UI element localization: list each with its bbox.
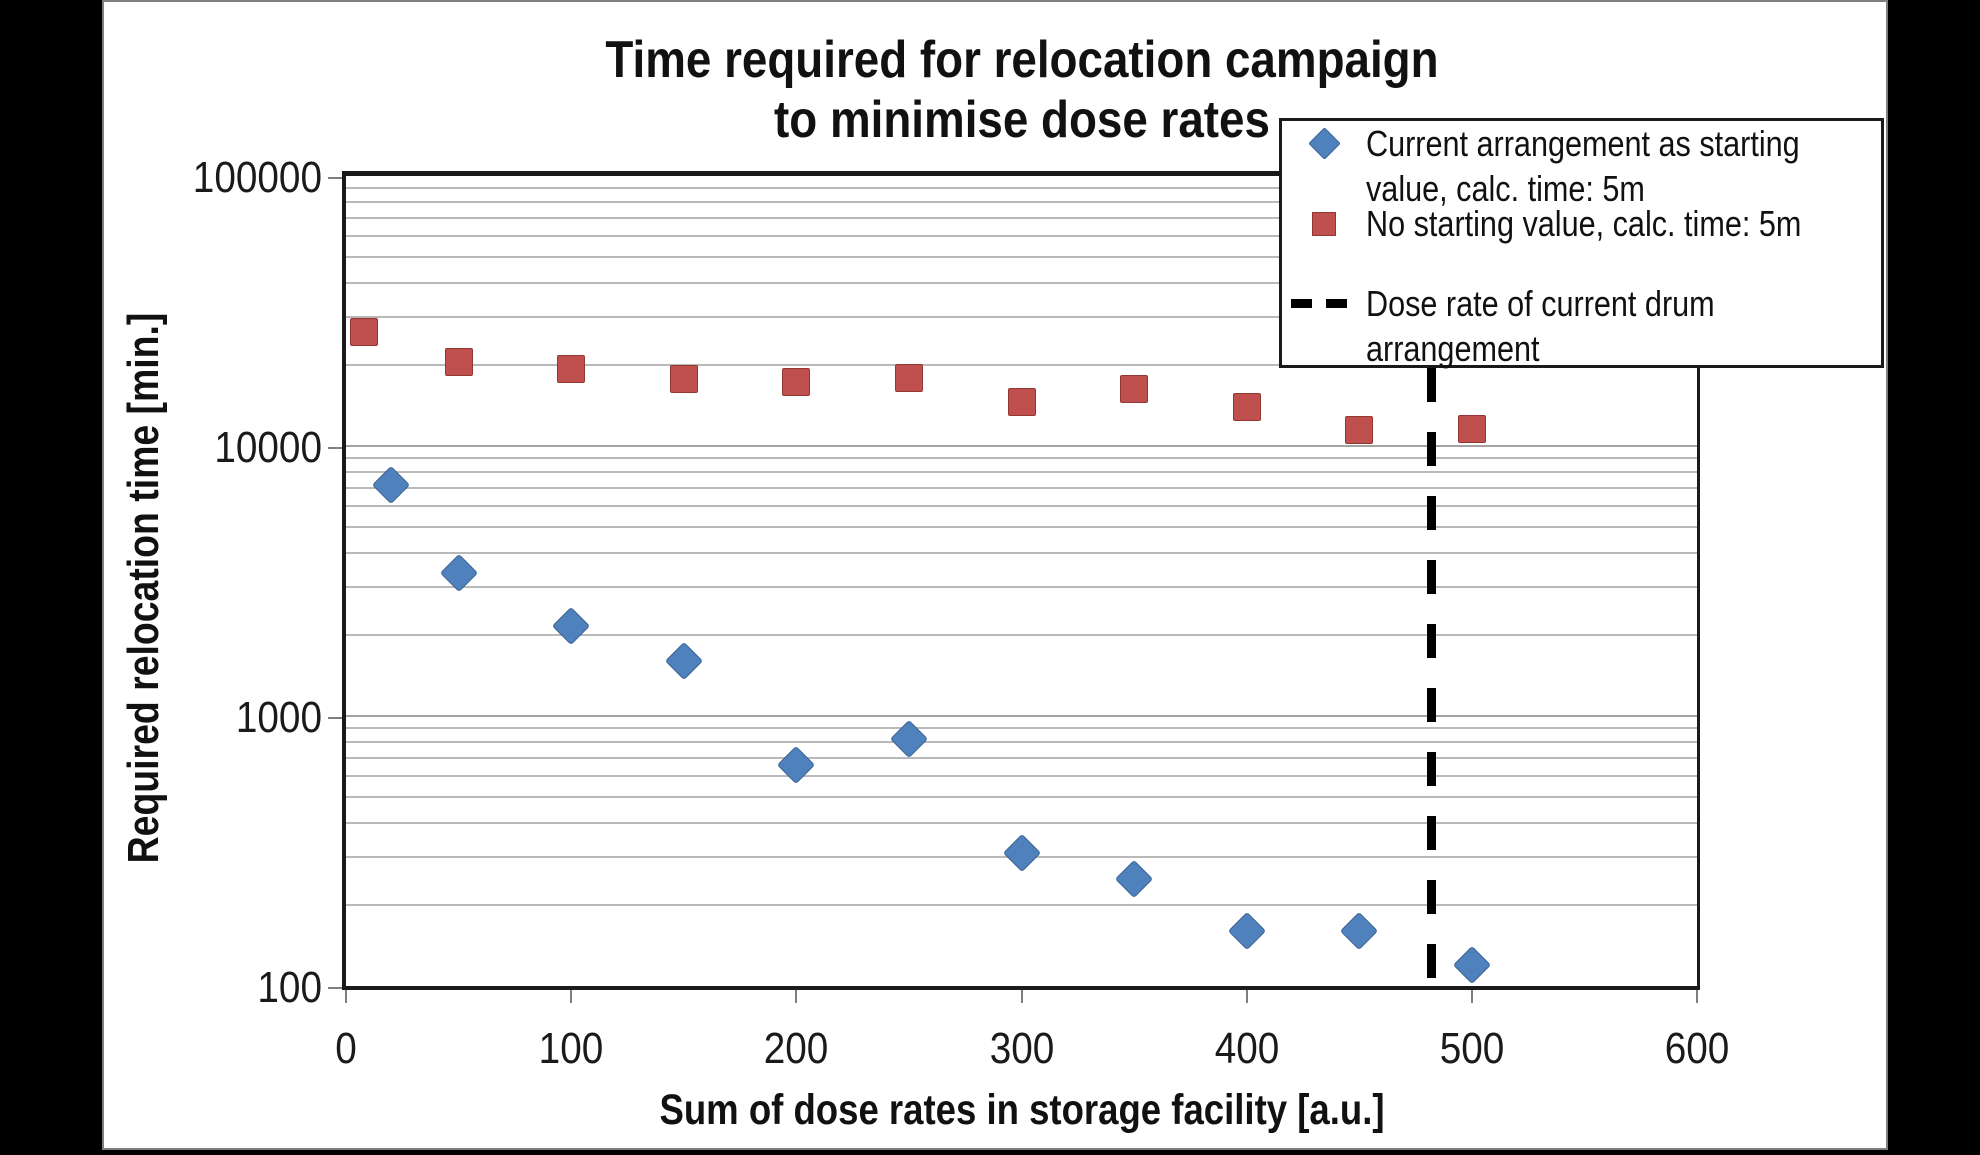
data-point-square: [1345, 415, 1374, 444]
data-point-square: [1120, 375, 1149, 404]
minor-gridline: [346, 471, 1697, 474]
data-point-square: [782, 367, 811, 396]
minor-gridline: [346, 256, 1697, 259]
chart-title-line-2: to minimise dose rates: [774, 91, 1270, 149]
minor-gridline: [346, 282, 1697, 285]
y-axis-tick: [328, 177, 342, 179]
square-icon: [1312, 211, 1336, 236]
minor-gridline: [346, 201, 1697, 204]
y-axis-tick-label: 10000: [214, 423, 322, 472]
legend-label-line: Current arrangement as starting: [1366, 123, 1800, 164]
data-point-square: [1007, 388, 1036, 417]
plot-area: [342, 171, 1700, 990]
y-axis-tick: [328, 717, 342, 719]
x-axis-tick-label: 200: [764, 1024, 829, 1073]
x-axis-tick-label: 600: [1664, 1024, 1730, 1073]
minor-gridline: [346, 486, 1697, 489]
legend-marker-square: [1298, 201, 1350, 246]
minor-gridline: [346, 633, 1697, 636]
chart-canvas: Time required for relocation campaign to…: [102, 0, 1888, 1150]
x-axis-tick-label: 0: [335, 1024, 357, 1073]
minor-gridline: [346, 187, 1697, 190]
x-axis-tick: [1245, 990, 1248, 1003]
x-axis-tick-label: 100: [538, 1024, 604, 1073]
minor-gridline: [346, 756, 1697, 759]
data-point-square: [669, 365, 698, 394]
data-point-diamond: [777, 745, 816, 784]
legend-marker-diamond: [1298, 121, 1350, 166]
legend-label-line: arrangement: [1366, 328, 1540, 369]
data-point-square: [350, 317, 378, 346]
data-point-diamond: [1340, 911, 1379, 950]
data-point-diamond: [1227, 911, 1266, 950]
data-point-diamond: [889, 720, 928, 759]
legend-label: No starting value, calc. time: 5m: [1366, 201, 1804, 246]
legend-label: Dose rate of current drum arrangement: [1366, 281, 1804, 371]
data-point-square: [1457, 414, 1486, 443]
major-gridline: [346, 715, 1697, 717]
chart-title-line-1: Time required for relocation campaign: [605, 31, 1439, 89]
legend-entry: Current arrangement as starting value, ca…: [1282, 121, 1881, 211]
x-axis-tick: [345, 990, 347, 1003]
minor-gridline: [346, 727, 1697, 730]
x-axis-tick: [795, 990, 798, 1003]
legend-entry: No starting value, calc. time: 5m: [1282, 201, 1881, 246]
y-axis-tick-label: 100: [257, 963, 322, 1012]
major-gridline: [346, 445, 1697, 447]
y-axis-tick: [328, 447, 342, 449]
diamond-icon: [1307, 127, 1341, 160]
data-point-square: [557, 354, 586, 383]
minor-gridline: [346, 552, 1697, 555]
minor-gridline: [346, 526, 1697, 529]
minor-gridline: [346, 363, 1697, 366]
legend-label: Current arrangement as starting value, ca…: [1366, 121, 1804, 211]
minor-gridline: [346, 457, 1697, 460]
y-axis-tick: [328, 987, 342, 989]
x-axis-tick-label: 300: [989, 1024, 1054, 1073]
legend-label-line: Dose rate of current drum: [1366, 283, 1715, 324]
legend-box: Current arrangement as starting value, ca…: [1279, 118, 1884, 371]
minor-gridline: [346, 774, 1697, 777]
y-axis-tick-label: 100000: [192, 153, 322, 202]
data-point-square: [444, 347, 473, 376]
x-axis-tick: [570, 990, 573, 1003]
chart-title: Time required for relocation campaign to…: [424, 30, 1621, 150]
data-point-diamond: [1114, 859, 1154, 898]
x-axis-tick: [1696, 990, 1698, 1003]
minor-gridline: [346, 234, 1697, 237]
legend-label-line: value, calc. time: 5m: [1366, 168, 1645, 209]
legend-entry: Dose rate of current drum arrangement: [1282, 281, 1881, 371]
data-point-diamond: [552, 607, 591, 646]
x-axis-tick: [1470, 990, 1473, 1003]
minor-gridline: [346, 586, 1697, 589]
data-point-diamond: [664, 641, 703, 680]
x-axis-title: Sum of dose rates in storage facility [a…: [659, 1086, 1385, 1134]
data-point-square: [1232, 393, 1261, 422]
y-axis-title: Required relocation time [min.]: [119, 312, 168, 864]
data-point-diamond: [1002, 834, 1041, 873]
legend-marker-dash: [1291, 281, 1350, 326]
minor-gridline: [346, 822, 1697, 825]
dashed-line-icon: [1291, 299, 1349, 308]
data-point-diamond: [1452, 945, 1491, 984]
minor-gridline: [346, 316, 1697, 319]
data-point-square: [894, 363, 923, 392]
reference-dashed-line: [1427, 176, 1437, 986]
minor-gridline: [346, 796, 1697, 799]
minor-gridline: [346, 216, 1697, 219]
legend-label-line: No starting value, calc. time: 5m: [1366, 203, 1802, 244]
minor-gridline: [346, 903, 1697, 906]
y-axis-tick-label: 1000: [235, 693, 322, 742]
x-axis-tick: [1020, 990, 1023, 1003]
minor-gridline: [346, 504, 1697, 507]
x-axis-tick-label: 500: [1439, 1024, 1505, 1073]
minor-gridline: [346, 741, 1697, 744]
x-axis-tick-label: 400: [1214, 1024, 1279, 1073]
